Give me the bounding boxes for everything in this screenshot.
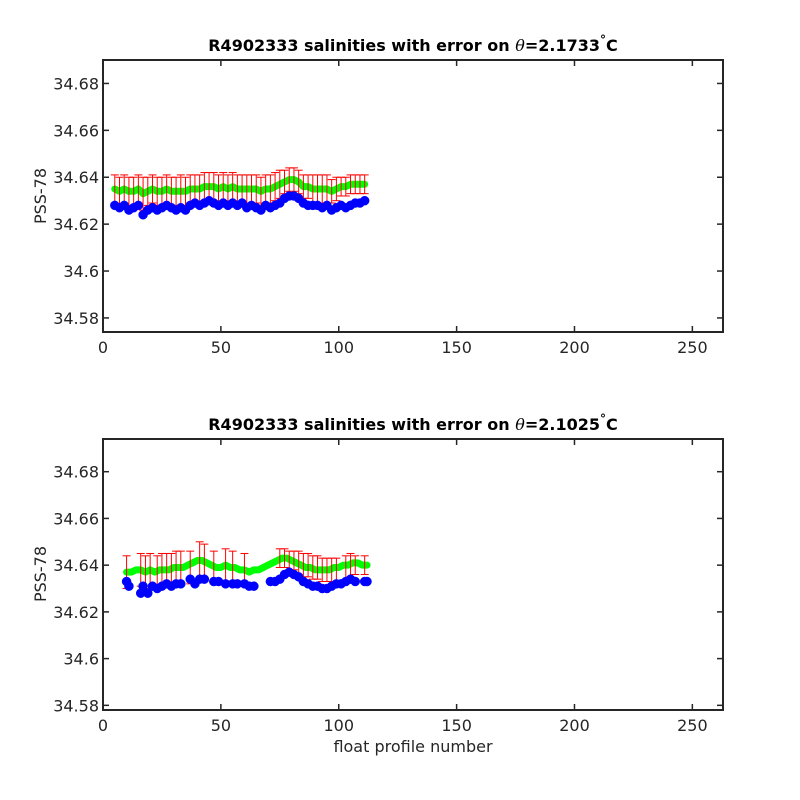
top-chart-y-tick-label: 34.58 bbox=[53, 309, 99, 328]
top-chart-y-axis-label: PSS-78 bbox=[31, 168, 50, 224]
top-chart-x-tick-label: 100 bbox=[323, 338, 354, 357]
bottom-chart-raw-point bbox=[138, 581, 148, 591]
bottom-chart-raw-point bbox=[199, 574, 210, 584]
bottom-chart-raw-point bbox=[176, 579, 186, 589]
bottom-chart-title: R4902333 salinities with error on θ=2.10… bbox=[208, 412, 618, 434]
top-chart-x-tick-label: 200 bbox=[559, 338, 590, 357]
top-chart-y-tick-label: 34.6 bbox=[63, 262, 99, 281]
bottom-chart-axes-box bbox=[102, 438, 724, 711]
top-chart-raw-point bbox=[133, 200, 144, 211]
bottom-chart-y-axis-label: PSS-78 bbox=[31, 546, 50, 602]
bottom-chart-x-tick-label: 150 bbox=[441, 716, 472, 735]
bottom-chart-x-tick-label: 100 bbox=[323, 716, 354, 735]
top-chart-y-tick-label: 34.66 bbox=[53, 121, 99, 140]
bottom-chart-x-axis-label: float profile number bbox=[333, 737, 493, 756]
top-chart-plot-area: 0 50 100 150 200 250 34.58 34.6 34.62 34.64 34.66 3… bbox=[53, 59, 724, 357]
bottom-chart-raw-point bbox=[350, 576, 360, 587]
bottom-chart-plot-area: 0 50 100 150 200 250 34.58 34.6 34.62 34.64 34.66 3… bbox=[53, 438, 724, 735]
top-chart-y-tick-label: 34.68 bbox=[53, 74, 99, 93]
bottom-chart-y-tick-label: 34.6 bbox=[63, 650, 99, 669]
bottom-chart-x-tick-label: 50 bbox=[211, 716, 231, 735]
bottom-chart-raw-point bbox=[362, 576, 372, 587]
bottom-chart-y-tick-label: 34.68 bbox=[53, 463, 99, 482]
top-chart-y-tick-label: 34.64 bbox=[53, 168, 99, 187]
bottom-chart-raw-point bbox=[124, 581, 134, 591]
bottom-chart-raw-point bbox=[249, 581, 259, 591]
top-chart-panel: R4902333 salinities with error on θ=2.17… bbox=[31, 33, 724, 357]
top-chart-y-tick-label: 34.62 bbox=[53, 215, 99, 234]
top-chart-x-tick-label: 150 bbox=[441, 338, 472, 357]
top-chart-title: R4902333 salinities with error on θ=2.17… bbox=[208, 33, 618, 55]
top-chart-x-tick-label: 0 bbox=[98, 338, 108, 357]
bottom-chart-x-tick-label: 250 bbox=[677, 716, 708, 735]
bottom-chart-x-tick-label: 0 bbox=[98, 716, 108, 735]
bottom-chart-x-tick-label: 200 bbox=[559, 716, 590, 735]
top-chart-axes-box bbox=[102, 59, 724, 333]
bottom-chart-y-tick-label: 34.64 bbox=[53, 556, 99, 575]
bottom-chart-raw-point bbox=[143, 588, 153, 598]
top-chart-x-tick-label: 50 bbox=[211, 338, 231, 357]
top-chart-calibrated-line bbox=[111, 176, 369, 198]
bottom-chart-y-tick-label: 34.66 bbox=[53, 509, 99, 528]
top-chart-x-tick-label: 250 bbox=[677, 338, 708, 357]
top-chart-raw-point bbox=[359, 195, 370, 206]
bottom-chart-panel: R4902333 salinities with error on θ=2.10… bbox=[31, 412, 724, 756]
bottom-chart-y-tick-label: 34.58 bbox=[53, 696, 99, 715]
bottom-chart-y-tick-label: 34.62 bbox=[53, 603, 99, 622]
